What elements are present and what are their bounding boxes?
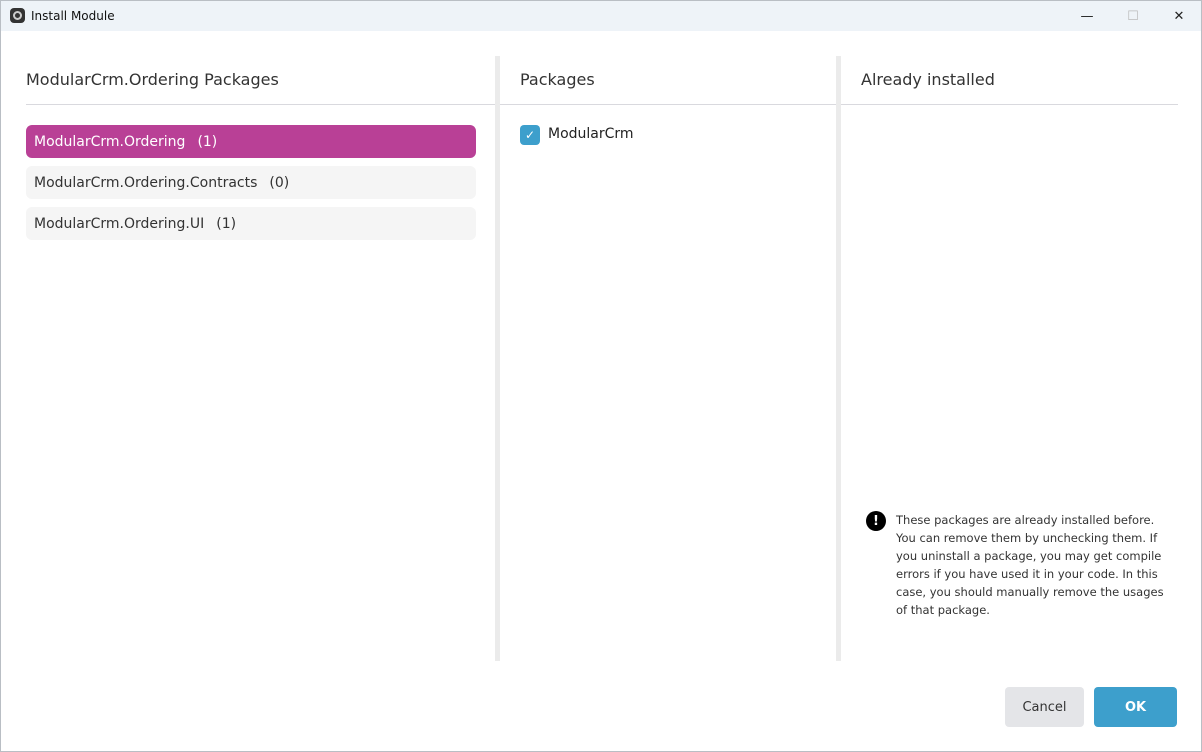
- column-separator: [836, 56, 841, 661]
- ok-button[interactable]: OK: [1094, 687, 1177, 727]
- column-separator: [495, 56, 500, 661]
- already-installed-panel: Already installed: [841, 56, 1178, 661]
- module-label: ModularCrm.Ordering.Contracts: [34, 174, 258, 191]
- cancel-button[interactable]: Cancel: [1005, 687, 1084, 727]
- module-label: ModularCrm.Ordering: [34, 133, 186, 150]
- package-checkbox[interactable]: ✓: [520, 125, 540, 145]
- minimize-button[interactable]: —: [1080, 8, 1094, 24]
- divider: [841, 104, 1178, 105]
- module-packages-panel: ModularCrm.Ordering Packages: [26, 56, 496, 661]
- warning-text: These packages are already installed bef…: [896, 513, 1164, 617]
- panel-heading: Already installed: [861, 70, 995, 89]
- panel-heading: ModularCrm.Ordering Packages: [26, 70, 279, 89]
- title-bar: Install Module — ☐ ✕: [1, 1, 1201, 31]
- module-count: (1): [216, 215, 237, 232]
- module-item[interactable]: ModularCrm.Ordering.Contracts (0): [26, 166, 476, 199]
- exclamation-icon: !: [866, 511, 886, 531]
- window-title: Install Module: [31, 9, 115, 23]
- checkmark-icon: ✓: [524, 128, 536, 142]
- app-icon: [10, 8, 25, 23]
- package-label: ModularCrm: [548, 126, 634, 142]
- divider: [26, 104, 496, 105]
- module-count: (0): [269, 174, 290, 191]
- divider: [500, 104, 836, 105]
- panel-heading: Packages: [520, 70, 595, 89]
- maximize-button[interactable]: ☐: [1127, 8, 1139, 24]
- module-count: (1): [197, 133, 218, 150]
- module-item[interactable]: ModularCrm.Ordering.UI (1): [26, 207, 476, 240]
- module-label: ModularCrm.Ordering.UI: [34, 215, 205, 232]
- module-item[interactable]: ModularCrm.Ordering (1): [26, 125, 476, 158]
- packages-panel: Packages: [500, 56, 836, 661]
- close-button[interactable]: ✕: [1173, 8, 1185, 24]
